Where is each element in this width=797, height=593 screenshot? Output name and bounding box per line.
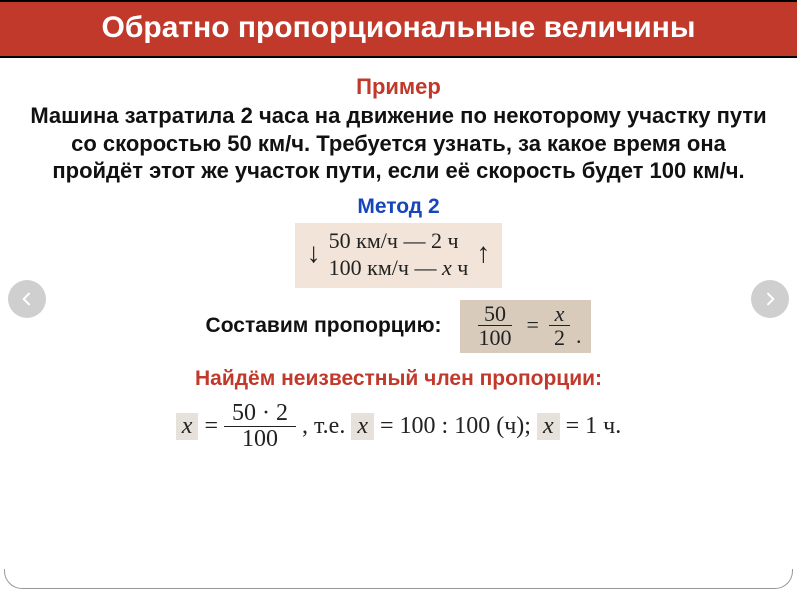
proportion-label: Составим пропорцию: xyxy=(206,314,442,338)
slide-bottom-border xyxy=(4,569,793,589)
arrow-up-icon: ↑ xyxy=(476,240,490,268)
arrow-down-icon: ↓ xyxy=(307,240,321,268)
eq-1: = xyxy=(204,413,218,440)
prop-left-den: 100 xyxy=(473,326,518,349)
x-var-2: x xyxy=(351,413,374,440)
sol-step3: = 1 ч. xyxy=(566,413,622,440)
ratio-line-1: 50 км/ч — 2 ч xyxy=(329,227,469,255)
prop-left-num: 50 xyxy=(478,302,512,326)
sol-step2: = 100 : 100 (ч); xyxy=(380,413,531,440)
x-var-1: x xyxy=(176,413,199,440)
slide-title: Обратно пропорциональные величины xyxy=(0,0,797,58)
proportion-left-frac: 50 100 xyxy=(473,302,518,349)
solution-row: x = 50 · 2 100 , т.е. x = 100 : 100 (ч);… xyxy=(24,401,773,452)
sol-frac-den: 100 xyxy=(234,427,286,452)
ratio-line-2: 100 км/ч — x ч xyxy=(329,254,469,282)
find-member-label: Найдём неизвестный член пропорции: xyxy=(24,367,773,391)
proportion-equals: = xyxy=(527,312,539,338)
prop-right-num: x xyxy=(549,302,571,326)
ratio-dash: — xyxy=(414,255,436,280)
ratio-l2-unit: ч xyxy=(457,255,468,280)
sol-frac-num: 50 · 2 xyxy=(224,401,296,427)
ratio-inner: ↓ 50 км/ч — 2 ч 100 км/ч — x ч ↑ xyxy=(295,223,503,288)
solution-frac: 50 · 2 100 xyxy=(224,401,296,452)
slide-content: Пример Машина затратила 2 часа на движен… xyxy=(0,58,797,462)
proportion-right-frac: x 2 xyxy=(548,302,571,349)
prev-slide-button[interactable] xyxy=(8,280,46,318)
ratio-l2-var: x xyxy=(442,255,452,280)
x-var-3: x xyxy=(537,413,560,440)
ratio-lines: 50 км/ч — 2 ч 100 км/ч — x ч xyxy=(329,227,469,282)
chevron-left-icon xyxy=(19,291,35,307)
proportion-box: 50 100 = x 2 . xyxy=(460,300,592,353)
ratio-dash: — xyxy=(403,228,425,253)
ratio-l1-right: 2 ч xyxy=(431,228,459,253)
method-label: Метод 2 xyxy=(24,195,773,219)
chevron-right-icon xyxy=(762,291,778,307)
next-slide-button[interactable] xyxy=(751,280,789,318)
prop-right-den: 2 xyxy=(548,326,571,349)
ratio-l2-left: 100 км/ч xyxy=(329,255,409,280)
ratio-setup: ↓ 50 км/ч — 2 ч 100 км/ч — x ч ↑ xyxy=(24,223,773,288)
proportion-period: . xyxy=(576,323,582,349)
problem-statement: Машина затратила 2 часа на движение по н… xyxy=(24,102,773,185)
slide: Обратно пропорциональные величины Пример… xyxy=(0,0,797,593)
ratio-l1-left: 50 км/ч xyxy=(329,228,398,253)
ie-text: , т.е. xyxy=(302,413,345,440)
proportion-row: Составим пропорцию: 50 100 = x 2 . xyxy=(24,300,773,353)
example-heading: Пример xyxy=(24,74,773,100)
